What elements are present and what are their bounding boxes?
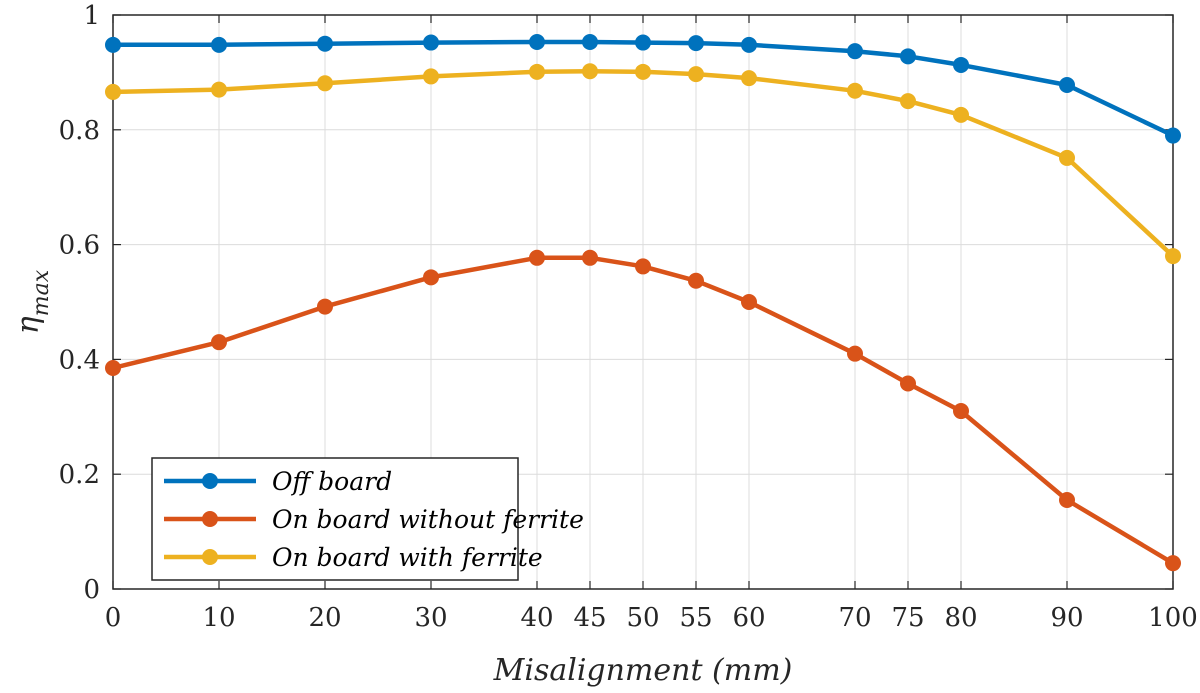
y-axis-title: ηmax [11, 269, 54, 334]
axis-ticks: 0 10 20 30 40 45 50 55 60 70 75 80 90 100 0 0.2 0.4 0.6 0.… [59, 1, 1198, 633]
data-point [317, 35, 333, 52]
x-tick-label: 90 [1050, 603, 1083, 633]
series-on-board-with-ferrite [105, 63, 1181, 265]
x-tick-label: 70 [838, 603, 871, 633]
x-tick-label: 60 [732, 603, 765, 633]
legend-swatch-marker [202, 511, 218, 527]
y-axis-title-sub: max [29, 269, 54, 316]
data-point [582, 63, 598, 80]
x-tick-label: 100 [1148, 603, 1198, 633]
data-point [688, 35, 704, 52]
series-line [112, 69, 1175, 258]
data-point [635, 258, 651, 275]
y-tick-label: 0.6 [59, 231, 100, 261]
legend-entry: On board without ferrite [164, 505, 584, 534]
data-point [900, 93, 916, 110]
x-tick-label: 55 [679, 603, 712, 633]
svg-text:ηmax: ηmax [11, 269, 54, 334]
legend: Off board On board without ferrite On boar… [151, 457, 584, 581]
data-point [953, 403, 969, 420]
data-point [529, 33, 545, 50]
x-tick-label: 45 [573, 603, 606, 633]
y-tick-label: 0.2 [59, 460, 100, 490]
series-group [105, 33, 1181, 572]
data-point [741, 294, 757, 310]
legend-label: On board with ferrite [272, 543, 543, 572]
data-point [847, 43, 863, 60]
y-tick-label: 0.8 [59, 116, 100, 146]
data-point [1059, 492, 1075, 509]
data-point [423, 68, 439, 85]
data-point [688, 272, 704, 289]
x-tick-label: 30 [414, 603, 447, 633]
series-line [112, 255, 1175, 566]
data-point [582, 33, 598, 50]
data-point [211, 36, 227, 53]
data-point [1165, 248, 1181, 265]
data-point [847, 345, 863, 362]
series-off-board [105, 33, 1181, 144]
data-point [1059, 77, 1075, 94]
data-point [1059, 149, 1075, 166]
data-point [1165, 555, 1181, 572]
x-tick-label: 0 [105, 603, 122, 633]
y-tick-label: 1 [83, 1, 100, 31]
data-point [635, 34, 651, 51]
series-line [113, 39, 1174, 138]
data-point [688, 66, 704, 83]
data-point [847, 82, 863, 99]
x-tick-label: 40 [520, 603, 553, 633]
legend-label: Off board [272, 467, 392, 496]
data-point [529, 63, 545, 80]
data-point [211, 81, 227, 98]
x-tick-label: 20 [308, 603, 341, 633]
x-tick-label: 50 [626, 603, 659, 633]
legend-label: On board without ferrite [272, 505, 584, 534]
series-on-board-without-ferrite [105, 249, 1181, 572]
legend-swatch-marker [202, 549, 218, 565]
x-tick-label: 75 [891, 603, 924, 633]
x-tick-label: 80 [944, 603, 977, 633]
data-point [423, 34, 439, 51]
data-point [105, 360, 121, 377]
data-point [211, 334, 227, 351]
x-axis-title: Misalignment (mm) [493, 653, 793, 688]
data-point [900, 48, 916, 65]
legend-entry: On board with ferrite [164, 543, 543, 572]
data-point [582, 249, 598, 266]
data-point [317, 298, 333, 315]
legend-swatch-marker [202, 473, 218, 489]
y-tick-label: 0.4 [59, 345, 100, 375]
data-point [741, 70, 757, 87]
data-point [953, 56, 969, 73]
data-point [900, 375, 916, 392]
data-point [529, 249, 545, 266]
y-axis-title-main: η [11, 316, 46, 334]
data-point [105, 36, 121, 53]
legend-entry: Off board [164, 467, 392, 496]
x-tick-label: 10 [202, 603, 235, 633]
y-tick-label: 0 [83, 575, 100, 605]
data-point [1165, 127, 1181, 144]
data-point [105, 83, 121, 100]
data-point [317, 75, 333, 92]
data-point [741, 36, 757, 53]
data-point [953, 106, 969, 123]
data-point [423, 269, 439, 286]
data-point [635, 63, 651, 80]
